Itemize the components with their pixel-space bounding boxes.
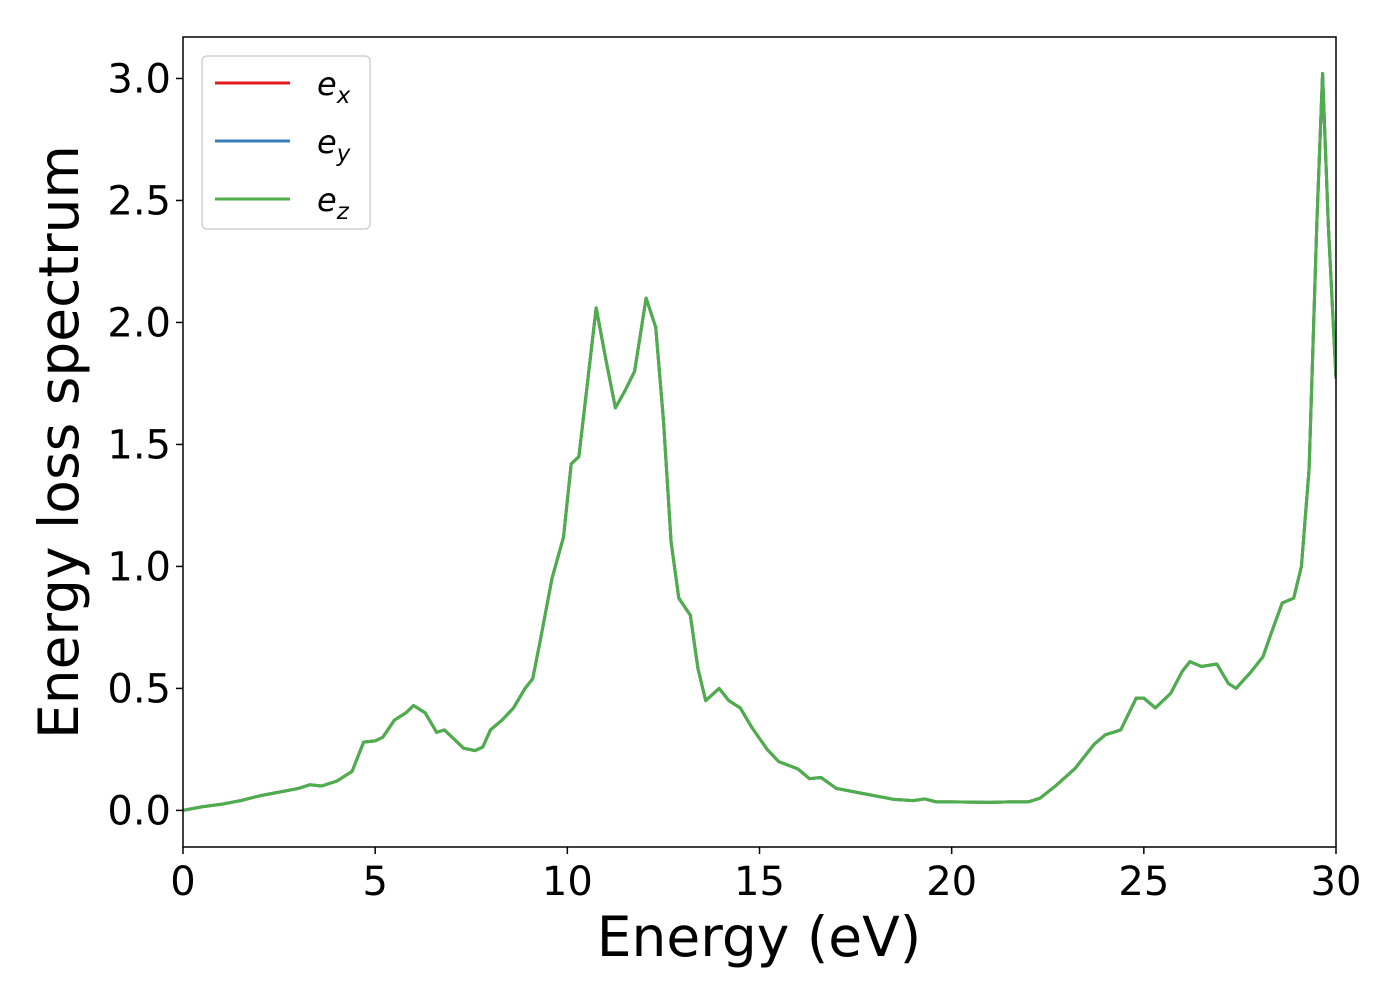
y-tick-label: 2.0 — [107, 300, 171, 346]
x-tick-label: 30 — [1311, 859, 1362, 905]
x-tick-label: 15 — [734, 859, 785, 905]
legend-label: ex — [317, 65, 351, 109]
y-tick-label: 1.5 — [107, 422, 171, 468]
y-tick-label: 0.5 — [107, 666, 171, 712]
legend-label: ey — [317, 123, 351, 167]
x-tick-label: 25 — [1118, 859, 1169, 905]
y-tick-label: 2.5 — [107, 178, 171, 224]
plot-frame — [182, 36, 1337, 848]
x-tick-label: 20 — [926, 859, 977, 905]
x-tick-label: 0 — [170, 859, 195, 905]
series-line — [183, 72, 1336, 812]
y-axis-label: Energy loss spectrum — [27, 145, 91, 739]
legend-label: ez — [317, 181, 350, 225]
y-tick-label: 1.0 — [107, 544, 171, 590]
y-tick-label: 0.0 — [107, 788, 171, 834]
y-tick-label: 3.0 — [107, 56, 171, 102]
x-tick-label: 5 — [362, 859, 387, 905]
x-axis-label: Energy (eV) — [597, 905, 921, 969]
x-tick-label: 10 — [542, 859, 593, 905]
